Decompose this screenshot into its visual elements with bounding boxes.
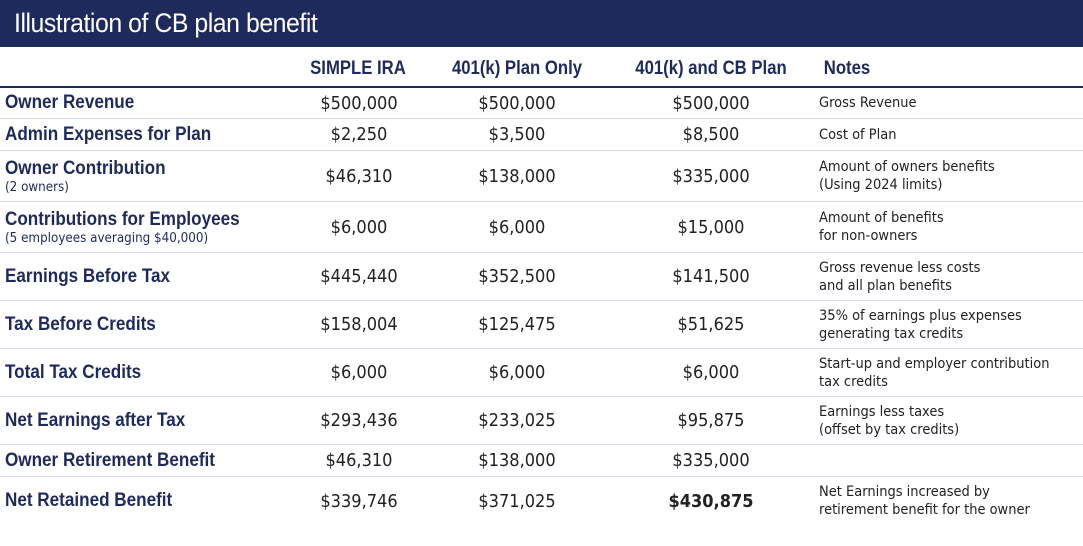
note-line: and all plan benefits xyxy=(819,277,952,294)
table-row: Owner Retirement Benefit $46,310 $138,00… xyxy=(0,445,1083,477)
note-line: for non-owners xyxy=(819,228,918,244)
table-row: Owner Revenue $500,000 $500,000 $500,000… xyxy=(0,88,1083,119)
401k-cb-value: $8,500 xyxy=(682,124,740,145)
row-label: Earnings Before Tax xyxy=(5,265,171,287)
row-label-cell: Owner Contribution (2 owners) xyxy=(5,151,183,201)
table-header: SIMPLE IRA 401(k) Plan Only 401(k) and C… xyxy=(0,54,1083,88)
row-label-cell: Net Earnings after Tax xyxy=(5,397,205,444)
401k-cb-value: $335,000 xyxy=(672,450,750,471)
note-line: Earnings less taxes xyxy=(819,403,945,420)
row-note: Gross revenue less costs and all plan be… xyxy=(819,253,1081,300)
table-row: Net Retained Benefit $339,746 $371,025 $… xyxy=(0,477,1083,525)
row-sublabel: (5 employees averaging $40,000) xyxy=(5,230,209,246)
row-label-cell: Earnings Before Tax xyxy=(5,253,188,300)
note-line: 35% of earnings plus expenses xyxy=(819,307,1022,324)
simple-ira-value: $339,746 xyxy=(320,490,398,512)
table-row: Owner Contribution (2 owners) $46,310 $1… xyxy=(0,151,1083,202)
row-label-cell: Total Tax Credits xyxy=(5,349,156,396)
simple-ira-value: $6,000 xyxy=(330,362,388,383)
note-line: retirement benefit for the owner xyxy=(819,502,1030,518)
row-note: Net Earnings increased by retirement ben… xyxy=(819,477,1081,525)
401k-cb-value: $15,000 xyxy=(677,216,745,238)
table-body: Owner Revenue $500,000 $500,000 $500,000… xyxy=(0,88,1083,525)
row-sublabel: (2 owners) xyxy=(5,179,69,195)
table-row: Earnings Before Tax $445,440 $352,500 $1… xyxy=(0,253,1083,301)
row-note: Start-up and employer contribution tax c… xyxy=(819,349,1081,396)
401k-cb-value: $51,625 xyxy=(677,314,745,335)
401k-cb-value: $141,500 xyxy=(672,266,750,287)
simple-ira-value: $500,000 xyxy=(320,92,398,114)
column-header-notes: Notes xyxy=(823,58,871,79)
table-row: Admin Expenses for Plan $2,250 $3,500 $8… xyxy=(0,119,1083,151)
note-line: Gross revenue less costs xyxy=(819,259,981,276)
401k-cb-value: $335,000 xyxy=(672,165,750,187)
401k-cb-value-highlight: $430,875 xyxy=(668,490,754,512)
401k-only-value: $352,500 xyxy=(478,266,556,287)
row-label: Contributions for Employees xyxy=(5,208,240,230)
401k-cb-value: $6,000 xyxy=(682,362,740,383)
table-row: Net Earnings after Tax $293,436 $233,025… xyxy=(0,397,1083,445)
simple-ira-value: $46,310 xyxy=(325,165,393,187)
note-line: (offset by tax credits) xyxy=(819,421,960,438)
row-note: Gross Revenue xyxy=(819,88,1081,118)
row-label-cell: Contributions for Employees (5 employees… xyxy=(5,202,266,252)
row-label: Owner Retirement Benefit xyxy=(5,449,215,471)
401k-cb-value: $95,875 xyxy=(677,410,745,431)
simple-ira-value: $158,004 xyxy=(320,314,398,335)
row-note xyxy=(819,445,1081,476)
row-note: Amount of owners benefits (Using 2024 li… xyxy=(819,151,1081,201)
simple-ira-value: $445,440 xyxy=(320,266,398,287)
401k-cb-value: $500,000 xyxy=(672,92,750,114)
401k-only-value: $371,025 xyxy=(478,490,556,512)
note-line: (Using 2024 limits) xyxy=(819,177,943,193)
simple-ira-value: $293,436 xyxy=(320,410,398,431)
note-line: Amount of benefits xyxy=(819,210,944,226)
row-label-cell: Admin Expenses for Plan xyxy=(5,119,234,150)
column-header-simple-ira: SIMPLE IRA xyxy=(310,58,406,79)
row-label: Net Earnings after Tax xyxy=(5,409,186,431)
row-label-cell: Owner Revenue xyxy=(5,88,149,118)
table-row: Total Tax Credits $6,000 $6,000 $6,000 S… xyxy=(0,349,1083,397)
row-label: Owner Contribution xyxy=(5,157,166,179)
simple-ira-value: $46,310 xyxy=(325,450,393,471)
table-row: Tax Before Credits $158,004 $125,475 $51… xyxy=(0,301,1083,349)
table-row: Contributions for Employees (5 employees… xyxy=(0,202,1083,253)
row-note: Earnings less taxes (offset by tax credi… xyxy=(819,397,1081,444)
note-line: Cost of Plan xyxy=(819,126,897,143)
note-line: Gross Revenue xyxy=(819,95,917,111)
row-label: Total Tax Credits xyxy=(5,361,142,383)
row-label-cell: Tax Before Credits xyxy=(5,301,173,348)
row-label: Owner Revenue xyxy=(5,92,135,113)
row-label: Tax Before Credits xyxy=(5,313,156,335)
401k-only-value: $138,000 xyxy=(478,165,556,187)
row-note: 35% of earnings plus expenses generating… xyxy=(819,301,1081,348)
note-line: tax credits xyxy=(819,373,888,390)
row-label: Net Retained Benefit xyxy=(5,490,173,511)
row-note: Cost of Plan xyxy=(819,119,1081,150)
401k-only-value: $6,000 xyxy=(488,362,546,383)
page-title: Illustration of CB plan benefit xyxy=(14,8,318,38)
401k-only-value: $125,475 xyxy=(478,314,556,335)
note-line: generating tax credits xyxy=(819,325,964,342)
row-label-cell: Net Retained Benefit xyxy=(5,477,191,525)
column-header-401k-only: 401(k) Plan Only xyxy=(451,58,583,79)
401k-only-value: $138,000 xyxy=(478,450,556,471)
note-line: Amount of owners benefits xyxy=(819,159,995,175)
401k-only-value: $233,025 xyxy=(478,410,556,431)
simple-ira-value: $2,250 xyxy=(330,124,388,145)
row-label-cell: Owner Retirement Benefit xyxy=(5,445,238,476)
row-note: Amount of benefits for non-owners xyxy=(819,202,1081,252)
note-line: Net Earnings increased by xyxy=(819,484,990,500)
simple-ira-value: $6,000 xyxy=(330,216,388,238)
401k-only-value: $3,500 xyxy=(488,124,546,145)
row-label: Admin Expenses for Plan xyxy=(5,123,212,145)
column-header-401k-cb: 401(k) and CB Plan xyxy=(635,58,787,79)
title-bar: Illustration of CB plan benefit xyxy=(0,0,1083,47)
401k-only-value: $500,000 xyxy=(478,92,556,114)
401k-only-value: $6,000 xyxy=(488,216,546,238)
note-line: Start-up and employer contribution xyxy=(819,355,1050,372)
